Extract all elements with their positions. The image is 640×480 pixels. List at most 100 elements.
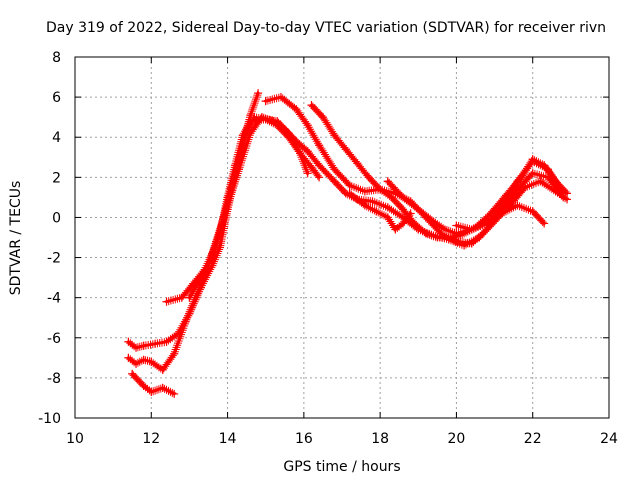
data-point bbox=[124, 353, 133, 362]
data-point bbox=[303, 147, 312, 156]
y-tick-label: 4 bbox=[52, 130, 61, 146]
data-point bbox=[540, 219, 549, 228]
data-point bbox=[353, 159, 362, 168]
plot-border bbox=[74, 56, 610, 419]
data-point bbox=[383, 177, 392, 186]
series-arc-2 bbox=[124, 89, 263, 352]
y-axis-label: SDTVAR / TECUs bbox=[8, 181, 24, 296]
y-tick-label: -4 bbox=[47, 291, 61, 307]
data-point bbox=[345, 189, 354, 198]
data-point bbox=[296, 149, 305, 158]
data-point bbox=[139, 355, 148, 364]
data-point bbox=[528, 169, 537, 178]
x-tick-label: 14 bbox=[219, 431, 237, 447]
data-point bbox=[467, 239, 476, 248]
data-point bbox=[330, 165, 339, 174]
plus-markers bbox=[452, 169, 566, 234]
data-point bbox=[170, 349, 179, 358]
data-point bbox=[345, 181, 354, 190]
x-tick-label: 16 bbox=[295, 431, 313, 447]
data-point bbox=[421, 229, 430, 238]
data-point bbox=[261, 97, 270, 106]
data-point bbox=[132, 343, 141, 352]
data-point bbox=[318, 113, 327, 122]
data-point bbox=[502, 191, 511, 200]
data-point bbox=[482, 219, 491, 228]
data-point bbox=[162, 297, 171, 306]
data-point bbox=[269, 117, 278, 126]
data-point bbox=[185, 309, 194, 318]
plus-markers bbox=[124, 91, 262, 352]
data-point bbox=[341, 145, 350, 154]
data-point bbox=[124, 337, 133, 346]
data-point bbox=[257, 113, 266, 122]
data-point bbox=[238, 131, 247, 140]
data-point bbox=[292, 137, 301, 146]
x-tick-label: 24 bbox=[600, 431, 618, 447]
data-point bbox=[368, 197, 377, 206]
y-tick-label: 8 bbox=[52, 50, 61, 66]
data-point bbox=[452, 229, 461, 238]
data-point bbox=[139, 381, 148, 390]
data-point bbox=[410, 219, 419, 228]
data-point bbox=[303, 121, 312, 130]
data-point bbox=[513, 185, 522, 194]
series-arc-4 bbox=[162, 115, 312, 306]
data-point bbox=[315, 161, 324, 170]
data-point bbox=[315, 141, 324, 150]
data-point bbox=[517, 173, 526, 182]
data-point bbox=[132, 359, 141, 368]
data-point bbox=[158, 383, 167, 392]
data-points bbox=[124, 89, 572, 398]
data-point bbox=[376, 185, 385, 194]
data-point bbox=[292, 105, 301, 114]
data-point bbox=[452, 221, 461, 230]
chart-title: Day 319 of 2022, Sidereal Day-to-day VTE… bbox=[46, 20, 606, 36]
series-arc-10 bbox=[452, 169, 568, 234]
y-tick-label: -2 bbox=[47, 251, 61, 267]
x-tick-label: 22 bbox=[524, 431, 542, 447]
data-point bbox=[276, 93, 285, 102]
data-point bbox=[528, 155, 537, 164]
data-point bbox=[387, 193, 396, 202]
data-point bbox=[315, 173, 324, 182]
data-point bbox=[196, 273, 205, 282]
data-point bbox=[185, 293, 194, 302]
data-point bbox=[170, 389, 179, 398]
y-tick-label: 2 bbox=[52, 170, 61, 186]
data-point bbox=[360, 187, 369, 196]
data-point bbox=[536, 177, 545, 186]
data-point bbox=[513, 201, 522, 210]
x-tick-label: 18 bbox=[371, 431, 389, 447]
y-tick-label: 6 bbox=[52, 90, 61, 106]
data-point bbox=[307, 101, 316, 110]
series-arc-3 bbox=[128, 369, 179, 398]
data-point bbox=[219, 213, 228, 222]
data-point bbox=[498, 205, 507, 214]
data-point bbox=[147, 387, 156, 396]
series-trace bbox=[454, 171, 565, 231]
data-point bbox=[246, 129, 255, 138]
data-point bbox=[139, 341, 148, 350]
series-arc-8 bbox=[345, 189, 415, 234]
y-tick-label: -10 bbox=[38, 411, 61, 427]
x-tick-label: 20 bbox=[448, 431, 466, 447]
x-tick-label: 12 bbox=[142, 431, 160, 447]
data-point bbox=[235, 165, 244, 174]
data-point bbox=[330, 177, 339, 186]
data-point bbox=[540, 161, 549, 170]
y-tick-label: 0 bbox=[52, 210, 61, 226]
data-point bbox=[467, 225, 476, 234]
data-point bbox=[383, 213, 392, 222]
data-point bbox=[246, 117, 255, 126]
plus-markers bbox=[162, 115, 311, 306]
data-point bbox=[147, 357, 156, 366]
data-point bbox=[173, 329, 182, 338]
data-point bbox=[303, 169, 312, 178]
y-tick-label: -6 bbox=[47, 331, 61, 347]
data-point bbox=[372, 207, 381, 216]
data-point bbox=[208, 253, 217, 262]
data-point bbox=[151, 339, 160, 348]
data-point bbox=[406, 209, 415, 218]
